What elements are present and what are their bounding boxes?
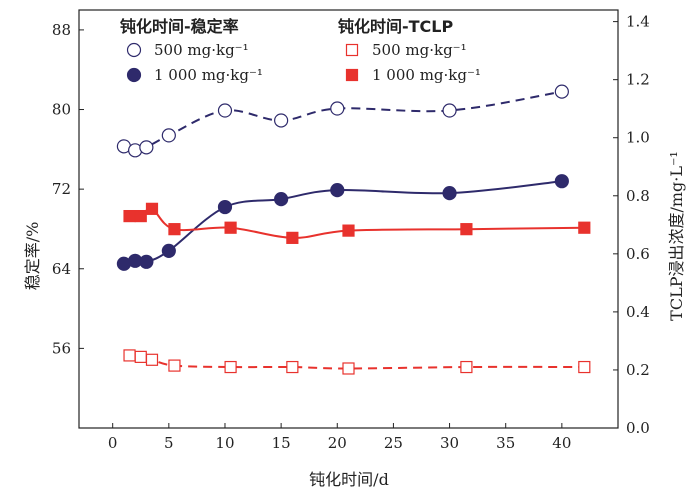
data-point	[123, 349, 136, 362]
y-right-tick-label: 0.0	[626, 419, 650, 437]
legend-marker	[126, 67, 142, 83]
x-tick-label: 30	[440, 434, 459, 452]
plot-frame-border	[78, 9, 619, 429]
y-right-tick-label: 0.6	[626, 245, 650, 263]
data-point	[134, 209, 147, 223]
y-right-tick-label: 1.2	[626, 71, 650, 89]
legend: 钝化时间-稳定率 500 mg·kg⁻¹ 1 000 mg·kg⁻¹ 钝化时间-TCL…	[119, 17, 481, 84]
data-point	[578, 360, 591, 374]
data-point	[342, 224, 355, 237]
data-point	[123, 209, 136, 223]
x-tick-label: 10	[215, 434, 234, 452]
y-axis-label-left: 稳定率/%	[23, 222, 42, 291]
data-point	[330, 101, 345, 116]
axis-ticks: 0 5 10 15 20 25 30 35 40 56 64 72 80 88 0.0 0.2 0.4 0.6 0.…	[52, 13, 650, 452]
y-left-tick-label: 88	[52, 21, 71, 39]
legend-label: 1 000 mg·kg⁻¹	[154, 66, 263, 84]
data-point	[224, 221, 237, 234]
data-point	[342, 362, 355, 375]
data-points	[116, 84, 591, 375]
x-tick-label: 25	[384, 434, 403, 452]
fit-curve-3	[129, 207, 585, 239]
y-right-tick-label: 0.8	[626, 187, 650, 205]
legend-title: 钝化时间-TCLP	[337, 17, 453, 36]
data-point	[286, 231, 299, 244]
data-point	[145, 353, 159, 366]
fit-curve-0	[123, 90, 563, 152]
data-point	[442, 186, 457, 201]
data-point	[217, 199, 233, 215]
x-tick-label: 40	[552, 434, 571, 452]
y-left-tick-label: 56	[52, 339, 71, 357]
data-point	[134, 350, 147, 363]
y-right-tick-label: 1.4	[626, 13, 650, 31]
data-point	[330, 183, 345, 198]
data-point	[554, 84, 569, 99]
data-point	[554, 174, 569, 189]
y-right-tick-label: 0.4	[626, 303, 650, 321]
data-point	[161, 243, 176, 258]
legend-marker	[345, 68, 359, 82]
legend-marker	[345, 43, 359, 57]
legend-label: 500 mg·kg⁻¹	[154, 41, 249, 59]
data-point	[442, 103, 457, 118]
data-point	[286, 360, 299, 374]
data-point	[578, 221, 591, 234]
x-axis-label: 钝化时间/d	[309, 470, 389, 489]
y-left-tick-label: 64	[52, 260, 71, 278]
data-point	[274, 191, 289, 207]
data-point	[139, 254, 154, 269]
data-point	[224, 360, 237, 374]
x-tick-label: 35	[496, 434, 515, 452]
y-axis-label-right: TCLP浸出浓度/mg·L⁻¹	[667, 151, 686, 321]
fit-curve-2	[129, 354, 585, 370]
data-point	[168, 223, 181, 236]
legend-label: 500 mg·kg⁻¹	[372, 41, 467, 59]
y-left-tick-label: 72	[52, 180, 71, 198]
x-tick-label: 0	[108, 434, 118, 452]
data-point	[460, 223, 473, 236]
y-right-tick-label: 1.0	[626, 129, 650, 147]
data-point	[217, 103, 233, 118]
legend-title: 钝化时间-稳定率	[119, 17, 239, 36]
y-left-tick-label: 80	[52, 101, 71, 119]
data-point	[460, 360, 473, 374]
plot-frame	[78, 9, 619, 429]
legend-label: 1 000 mg·kg⁻¹	[372, 66, 481, 84]
x-tick-label: 15	[272, 434, 291, 452]
legend-marker	[126, 42, 142, 58]
data-point	[145, 202, 159, 215]
data-point	[139, 140, 154, 155]
x-tick-label: 20	[328, 434, 347, 452]
data-point	[161, 128, 176, 143]
data-point	[274, 113, 289, 128]
x-tick-label: 5	[164, 434, 174, 452]
y-right-tick-label: 0.2	[626, 361, 650, 379]
data-point	[168, 359, 181, 372]
